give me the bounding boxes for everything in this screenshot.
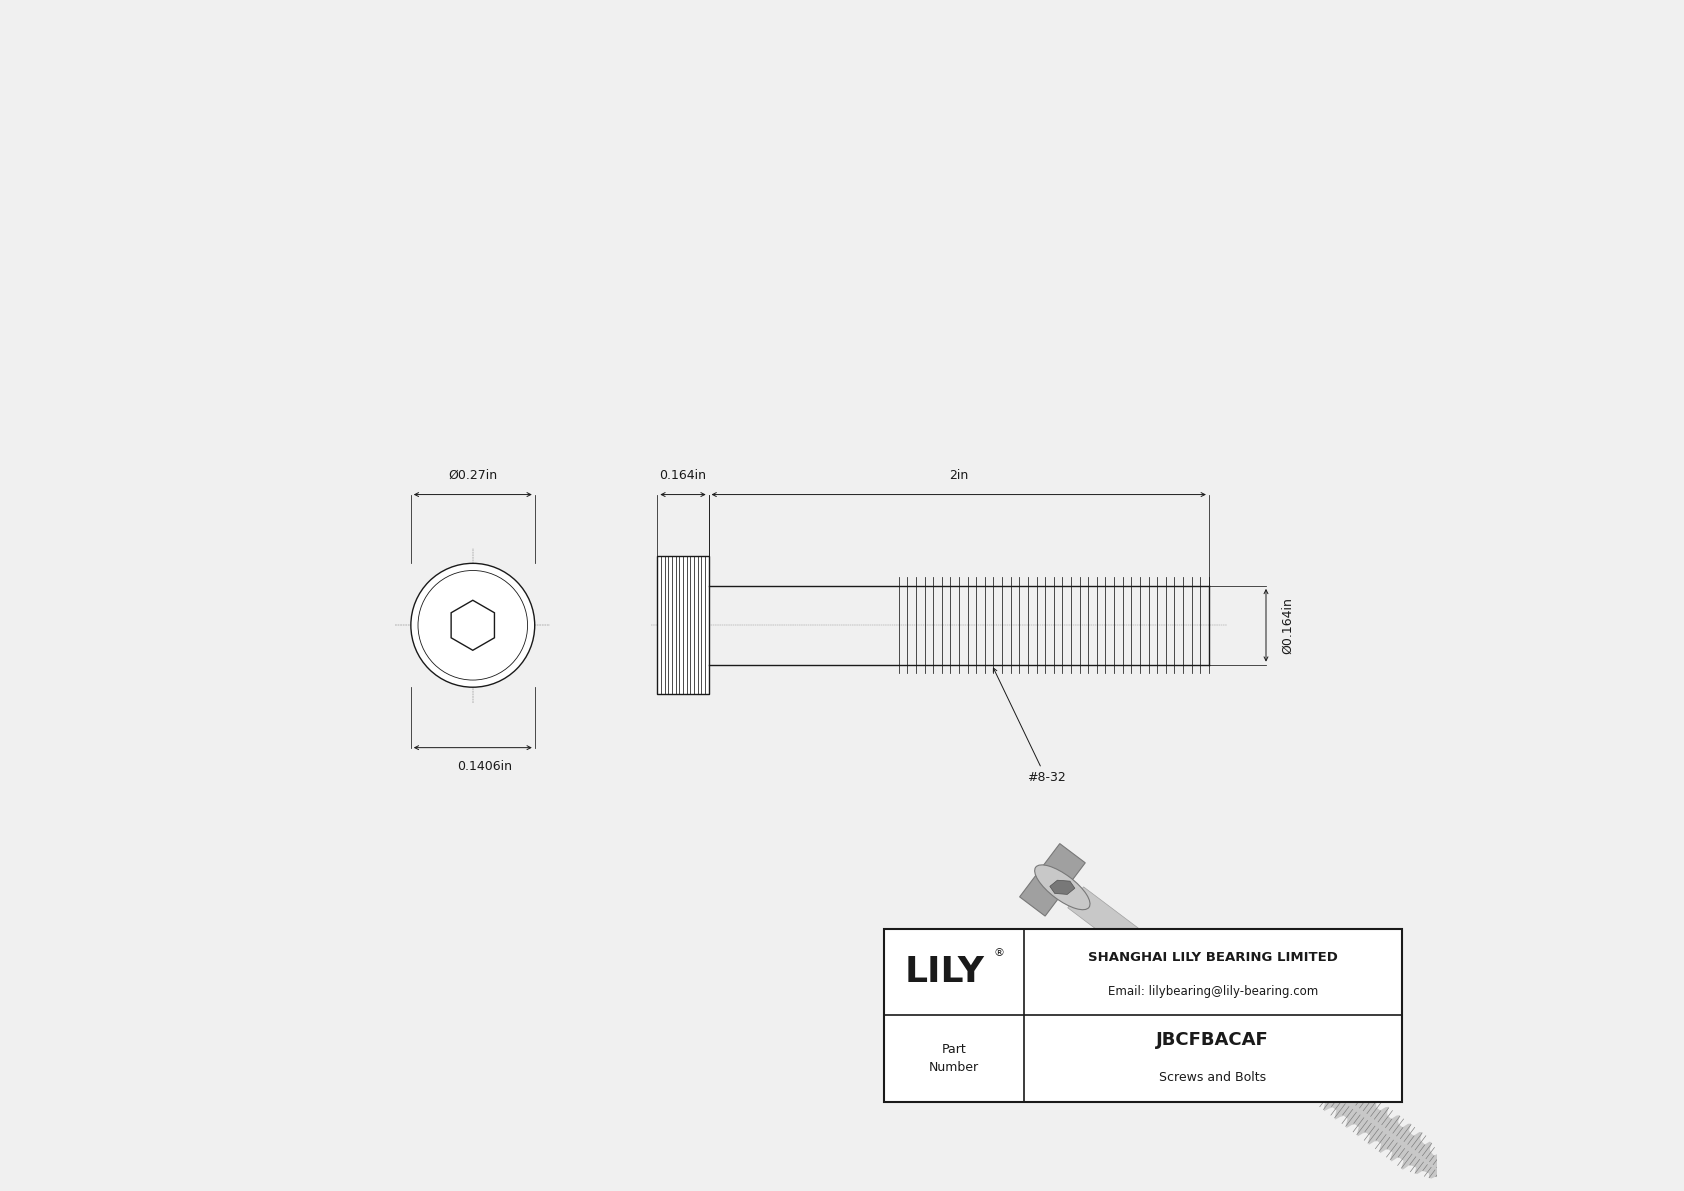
Text: ®: ® xyxy=(994,948,1004,958)
Text: Ø0.164in: Ø0.164in xyxy=(1282,597,1293,654)
Text: Email: lilybearing@lily-bearing.com: Email: lilybearing@lily-bearing.com xyxy=(1108,985,1319,998)
Circle shape xyxy=(411,563,536,687)
Text: SHANGHAI LILY BEARING LIMITED: SHANGHAI LILY BEARING LIMITED xyxy=(1088,950,1337,964)
Polygon shape xyxy=(1142,939,1462,1189)
Text: Ø0.27in: Ø0.27in xyxy=(448,469,497,482)
Text: 2in: 2in xyxy=(950,469,968,482)
Ellipse shape xyxy=(1034,865,1090,910)
Polygon shape xyxy=(1068,887,1159,964)
Text: Part
Number: Part Number xyxy=(928,1043,978,1074)
Text: 0.164in: 0.164in xyxy=(660,469,707,482)
Text: 0.1406in: 0.1406in xyxy=(456,760,512,773)
Text: #8-32: #8-32 xyxy=(994,668,1066,784)
Text: JBCFBACAF: JBCFBACAF xyxy=(1157,1030,1270,1048)
Text: LILY: LILY xyxy=(904,955,983,990)
Text: Screws and Bolts: Screws and Bolts xyxy=(1159,1071,1266,1084)
Bar xyxy=(657,556,709,694)
Bar xyxy=(884,929,1401,1102)
Polygon shape xyxy=(451,600,495,650)
Polygon shape xyxy=(1019,843,1084,916)
Circle shape xyxy=(418,570,527,680)
Polygon shape xyxy=(1049,880,1074,894)
